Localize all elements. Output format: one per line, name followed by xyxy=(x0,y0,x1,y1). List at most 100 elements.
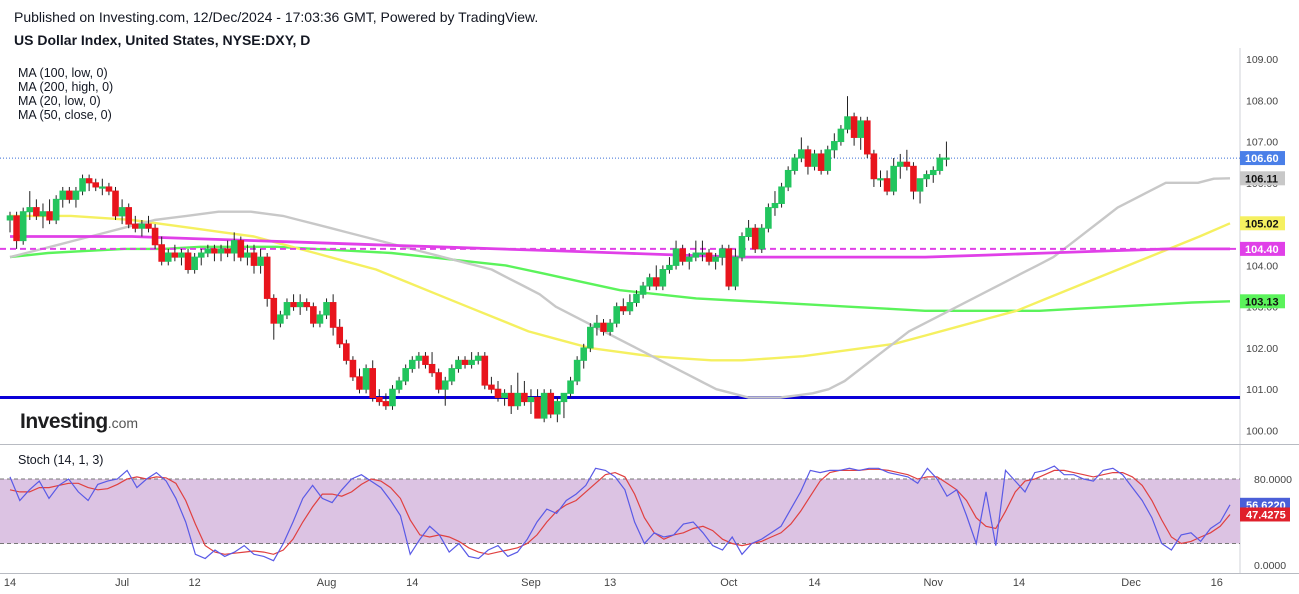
candle-down xyxy=(817,153,825,171)
candle-up xyxy=(639,285,647,295)
candle-down xyxy=(507,392,515,407)
candle-down xyxy=(725,248,733,287)
candle-up xyxy=(277,314,284,324)
candle-down xyxy=(92,182,100,188)
candle-down xyxy=(619,306,627,312)
candle-down xyxy=(375,396,383,403)
candle-up xyxy=(745,227,752,237)
candle-down xyxy=(270,297,278,324)
candle-up xyxy=(448,368,456,382)
candle-down xyxy=(112,190,119,217)
candle-up xyxy=(554,401,561,415)
candle-up xyxy=(593,322,601,328)
stoch-band xyxy=(0,479,1240,544)
logo-suffix: .com xyxy=(107,415,139,431)
time-tick-label: 14 xyxy=(4,577,16,589)
candle-down xyxy=(652,277,660,287)
candle-up xyxy=(99,186,106,189)
candle-up xyxy=(831,141,838,151)
candle-down xyxy=(46,211,53,221)
stoch-legend[interactable]: Stoch (14, 1, 3) xyxy=(18,453,104,467)
price-label: 106.11 xyxy=(1245,173,1278,185)
stoch-k-line xyxy=(9,465,1231,562)
ma200-line xyxy=(10,235,1230,259)
legend-ma100[interactable]: MA (100, low, 0) xyxy=(18,66,108,80)
time-tick-label: 12 xyxy=(189,577,201,589)
candle-down xyxy=(705,252,713,262)
candle-down xyxy=(494,388,502,398)
candle-up xyxy=(929,169,937,176)
candle-up xyxy=(685,256,693,262)
legend-ma50[interactable]: MA (50, close, 0) xyxy=(18,108,112,122)
candle-down xyxy=(158,244,165,262)
candle-up xyxy=(164,252,172,262)
candle-up xyxy=(659,269,667,287)
candle-down xyxy=(131,223,139,229)
candle-down xyxy=(349,359,357,378)
candle-up xyxy=(257,256,264,266)
candle-up xyxy=(527,396,535,403)
candle-up xyxy=(560,392,568,403)
candle-down xyxy=(428,363,436,374)
candle-down xyxy=(600,322,607,332)
candle-down xyxy=(903,161,911,167)
candle-up xyxy=(501,392,508,398)
candle-up xyxy=(52,198,60,221)
candle-up xyxy=(626,302,634,312)
candle-down xyxy=(751,227,759,250)
candle-up xyxy=(646,277,653,287)
candle-down xyxy=(290,302,297,308)
stoch-d-label-box xyxy=(1240,507,1290,522)
candle-up xyxy=(217,248,225,254)
candle-down xyxy=(883,178,891,192)
stoch-tick-label: 0.0000 xyxy=(1254,560,1286,572)
candle-down xyxy=(237,240,245,258)
legend-ma20[interactable]: MA (20, low, 0) xyxy=(18,94,101,108)
price-tick-label: 107.00 xyxy=(1246,137,1278,149)
candle-up xyxy=(923,174,930,180)
price-label: 106.60 xyxy=(1245,153,1279,165)
candle-down xyxy=(211,248,218,254)
candle-up xyxy=(19,211,27,242)
candle-down xyxy=(66,190,73,200)
time-tick-label: Dec xyxy=(1121,577,1141,589)
legend-ma200[interactable]: MA (200, high, 0) xyxy=(18,80,114,94)
price-tick-label: 109.00 xyxy=(1246,54,1278,66)
candle-up xyxy=(896,161,904,167)
candle-up xyxy=(191,256,198,271)
candle-down xyxy=(224,248,231,254)
candle-up xyxy=(389,388,396,407)
candle-up xyxy=(567,380,574,394)
candle-down xyxy=(33,207,40,217)
candle-up xyxy=(732,256,739,287)
candle-up xyxy=(943,157,950,160)
price-label-box xyxy=(1240,151,1285,166)
candle-down xyxy=(171,252,179,258)
candle-up xyxy=(580,347,588,361)
candle-down xyxy=(184,252,192,271)
candle-up xyxy=(811,153,818,167)
candle-up xyxy=(877,178,884,181)
candle-up xyxy=(573,359,581,382)
ma50-line xyxy=(10,214,1231,362)
candle-up xyxy=(798,149,805,159)
candle-up xyxy=(178,252,185,258)
price-label-box xyxy=(1240,171,1285,186)
candle-down xyxy=(263,256,271,299)
price-label-box xyxy=(1240,241,1285,256)
price-label: 105.02 xyxy=(1245,218,1279,230)
candle-down xyxy=(910,165,917,192)
candle-up xyxy=(296,302,304,308)
candle-up xyxy=(395,380,403,390)
candle-down xyxy=(382,401,390,407)
candle-down xyxy=(534,396,541,419)
candle-up xyxy=(316,314,324,324)
candle-up xyxy=(699,252,706,255)
candle-up xyxy=(692,252,700,258)
candle-up xyxy=(59,190,67,200)
candle-up xyxy=(415,355,423,361)
candle-down xyxy=(488,384,495,390)
time-tick-label: Jul xyxy=(115,577,129,589)
candle-down xyxy=(145,223,152,229)
